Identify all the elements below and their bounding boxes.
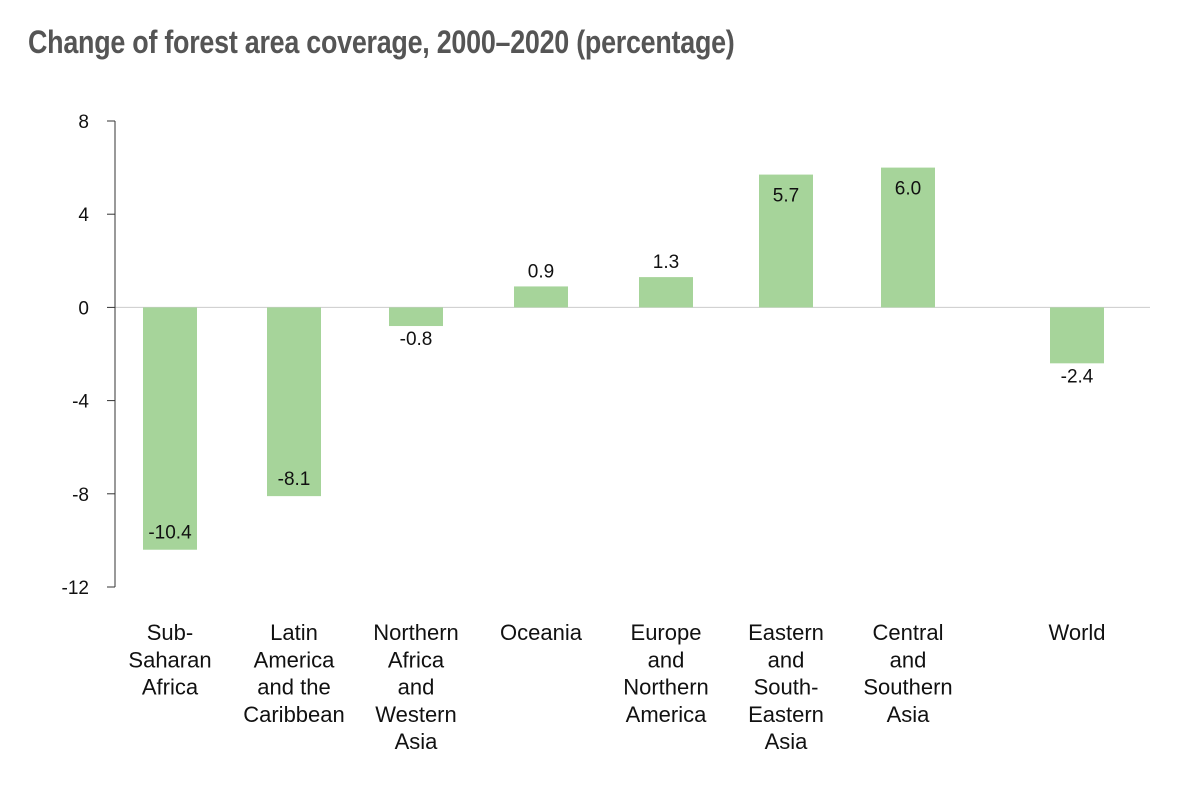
category-label-line: South-: [754, 675, 819, 700]
bar: [1050, 307, 1104, 364]
category-label-line: Caribbean: [243, 702, 345, 727]
category-label-line: Northern: [623, 675, 709, 700]
data-label: 1.3: [653, 252, 679, 273]
bar: [267, 307, 321, 497]
data-label: -10.4: [148, 523, 192, 544]
category-label: Europe and Northern America: [623, 620, 709, 727]
category-label: World: [1048, 620, 1105, 645]
chart-title: Change of forest area coverage, 2000–202…: [28, 24, 735, 60]
bar: [639, 277, 693, 308]
data-label: 6.0: [895, 179, 921, 200]
y-tick-label: -12: [62, 578, 89, 599]
category-label-line: Northern: [373, 620, 459, 645]
category-label-line: Asia: [395, 729, 439, 754]
category-label-line: Western: [375, 702, 457, 727]
category-label: Eastern and South-Eastern Asia: [748, 620, 824, 754]
data-label: 5.7: [773, 186, 799, 207]
category-label-line: Oceania: [500, 620, 583, 645]
bars-layer: [143, 167, 1104, 550]
y-tick-label: 0: [78, 298, 89, 319]
category-label-line: World: [1048, 620, 1105, 645]
category-label-line: Asia: [765, 729, 809, 754]
data-label: -2.4: [1061, 366, 1094, 387]
y-tick-label: -8: [72, 485, 89, 506]
category-label-line: Europe: [631, 620, 702, 645]
category-label-line: Saharan: [128, 647, 211, 672]
bar: [759, 174, 813, 308]
category-label: Northern Africa and Western Asia: [373, 620, 459, 754]
y-tick-label: 8: [78, 112, 89, 133]
data-label: 0.9: [528, 261, 554, 282]
category-label-line: Central: [873, 620, 944, 645]
category-label-line: and: [890, 647, 927, 672]
category-label: Latin America and the Caribbean: [243, 620, 345, 727]
category-label-line: America: [626, 702, 707, 727]
bar: [881, 167, 935, 308]
category-label: Oceania: [500, 620, 583, 645]
category-label-line: and: [648, 647, 685, 672]
category-label-line: America: [254, 647, 335, 672]
category-label-line: and the: [257, 675, 330, 700]
category-label-line: Sub-: [147, 620, 193, 645]
data-label: -0.8: [400, 329, 433, 350]
category-label-line: Southern: [863, 675, 952, 700]
category-label-line: Latin: [270, 620, 318, 645]
labels-layer: -10.4 -8.1 -0.8 0.9 1.3 5.7 6.0 -2.4 Sub-Saharan…: [128, 179, 1105, 755]
category-label-line: Africa: [388, 647, 445, 672]
y-tick-label: 4: [78, 205, 89, 226]
data-label: -8.1: [278, 469, 311, 490]
category-label: Sub-Saharan Africa: [128, 620, 211, 700]
category-label-line: Asia: [887, 702, 931, 727]
bar: [389, 307, 443, 327]
category-label-line: Africa: [142, 675, 199, 700]
category-label-line: Eastern: [748, 620, 824, 645]
category-label-line: Eastern: [748, 702, 824, 727]
bar: [514, 286, 568, 308]
category-label: Central and Southern Asia: [863, 620, 952, 727]
y-tick-label: -4: [72, 392, 89, 413]
category-label-line: and: [768, 647, 805, 672]
axis-layer: 8 4 0 -4 -8 -12: [62, 112, 1150, 599]
category-label-line: and: [398, 675, 435, 700]
bar: [143, 307, 197, 550]
